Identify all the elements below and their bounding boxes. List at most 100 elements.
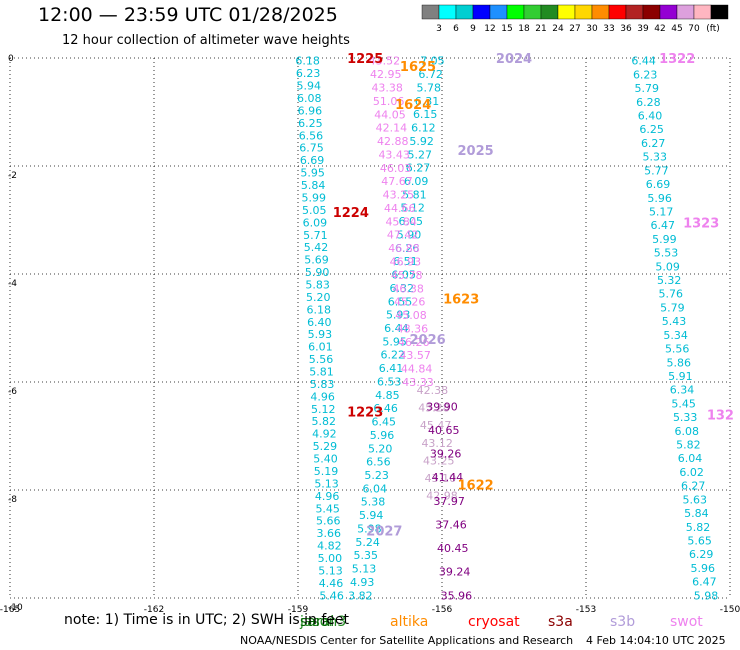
jason3-value: 5.45 (315, 502, 340, 515)
cryosat-value: 5.17 (649, 205, 674, 218)
footer-note: note: 1) Time is in UTC; 2) SWH is in fe… (64, 612, 350, 628)
saral-value: 6.31 (415, 95, 440, 108)
cryosat-value: 6.02 (679, 466, 704, 479)
cryosat-value: 6.47 (692, 576, 717, 589)
x-tick-label: -153 (576, 605, 596, 615)
cryosat-value: 5.98 (694, 589, 719, 602)
x-tick-label: -165 (0, 605, 20, 615)
colorbar-swatch (608, 4, 627, 20)
jason3-value: 5.46 (319, 589, 344, 602)
saral-value: 6.04 (363, 482, 388, 495)
cryosat-value: 5.33 (643, 151, 668, 164)
jason3-value: 6.18 (295, 55, 320, 68)
colorbar-swatch (472, 4, 491, 20)
y-tick-label: -10 (8, 603, 23, 613)
swot-value: 43.38 (371, 81, 403, 94)
saral-value: 5.92 (409, 135, 434, 148)
saral-value: 6.09 (404, 175, 429, 188)
colorbar-swatch (642, 4, 661, 20)
s3b-value: 43.10 (425, 472, 457, 485)
legend-entry-altika: altika (390, 614, 428, 630)
swot-value: 43.57 (399, 349, 431, 362)
saral-value: 6.53 (377, 375, 402, 388)
swot-value: 43.33 (402, 376, 434, 389)
jason3-value: 5.29 (313, 440, 338, 453)
cryosat-value: 5.84 (684, 507, 709, 520)
credit-text: NOAA/NESDIS Center for Satellite Applica… (240, 634, 574, 647)
colorbar-swatch (557, 4, 576, 20)
saral-value: 6.44 (384, 322, 409, 335)
colorbar-swatch (710, 4, 729, 20)
swot-value: 43.25 (383, 189, 415, 202)
jason3-value: 5.20 (306, 291, 331, 304)
colorbar-tick-label: 6 (453, 24, 459, 34)
swot-value: 45.78 (391, 269, 423, 282)
jason3-value: 5.95 (300, 167, 325, 180)
swot-value: 42.14 (376, 122, 408, 135)
colorbar-swatch (574, 4, 593, 20)
s3a-value: 37.46 (435, 518, 467, 531)
colorbar-swatch (421, 4, 440, 20)
jason3-value: 5.56 (309, 353, 334, 366)
saral-value: 5.13 (352, 563, 377, 576)
jason3-value: 5.19 (314, 465, 339, 478)
jason3-value: 5.93 (308, 328, 333, 341)
colorbar-tick-label: 33 (603, 24, 614, 34)
cryosat-value: 6.34 (670, 384, 695, 397)
jason3-value: 6.96 (298, 104, 323, 117)
jason3-value: 5.42 (304, 241, 329, 254)
pass-time-label: 1623 (443, 292, 479, 307)
jason3-value: 6.56 (299, 129, 324, 142)
saral-value: 5.12 (400, 202, 425, 215)
colorbar-unit: (ft) (706, 24, 720, 34)
colorbar-swatch (506, 4, 525, 20)
saral-value: 6.05 (391, 269, 416, 282)
chart-axes: -165 -162 -159 -156 -153 -150 0 -2 -4 -6 -8 -10 (0, 54, 740, 615)
swot-value: 42.88 (377, 135, 409, 148)
cryosat-value: 6.25 (639, 123, 664, 136)
cryosat-value: 6.28 (636, 96, 661, 109)
colorbar: 3 6 9 12 15 18 21 24 27 30 33 36 39 42 45 70 (ft) (421, 4, 729, 34)
x-tick-label: -156 (432, 605, 453, 615)
jason3-value: 5.90 (305, 266, 330, 279)
saral-value: 6.41 (379, 362, 404, 375)
swot-value: 46.03 (380, 162, 412, 175)
jason3-value: 6.18 (307, 303, 332, 316)
cryosat-value: 6.44 (631, 55, 656, 68)
saral-value: 5.96 (370, 429, 395, 442)
y-tick-label: -2 (8, 171, 17, 181)
y-tick-label: -6 (8, 387, 17, 397)
jason3-value: 5.12 (311, 403, 336, 416)
pass-time-label: 1323 (683, 217, 719, 232)
pass-time-label: 1322 (659, 52, 695, 67)
cryosat-value: 5.53 (654, 247, 679, 260)
cryosat-value: 5.99 (652, 233, 677, 246)
s3b-value: 45.47 (420, 419, 452, 432)
colorbar-tick-label: 27 (569, 24, 580, 34)
jason3-value: 4.92 (312, 428, 337, 441)
cryosat-value: 5.32 (657, 274, 682, 287)
cryosat-value: 5.63 (683, 493, 708, 506)
s3a-value: 40.45 (437, 542, 469, 555)
cryosat-value: 5.43 (662, 315, 687, 328)
y-tick-label: 0 (8, 54, 14, 64)
swot-value: 46.93 (390, 256, 422, 269)
jason3-value: 4.96 (310, 390, 335, 403)
saral-value: 5.95 (382, 335, 407, 348)
y-tick-label: -8 (8, 495, 17, 505)
colorbar-tick-label: 45 (671, 24, 682, 34)
jason3-value: 5.83 (310, 378, 335, 391)
page-title: 12:00 — 23:59 UTC 01/28/2025 (38, 4, 338, 26)
colorbar-tick-label: 42 (654, 24, 665, 34)
colorbar-tick-label: 36 (620, 24, 632, 34)
cryosat-value: 5.09 (655, 260, 680, 273)
saral-value: 6.22 (381, 349, 406, 362)
pass-time-label: 1225 (347, 52, 383, 67)
legend-entry-saral: saral (300, 614, 334, 630)
swot-value: 45.84 (385, 215, 417, 228)
saral-value: 4.93 (350, 576, 375, 589)
cryosat-value: 5.77 (644, 164, 669, 177)
jason3-value: 5.84 (301, 179, 326, 192)
cryosat-value: 6.08 (675, 425, 700, 438)
jason3-value: 6.23 (296, 67, 321, 80)
